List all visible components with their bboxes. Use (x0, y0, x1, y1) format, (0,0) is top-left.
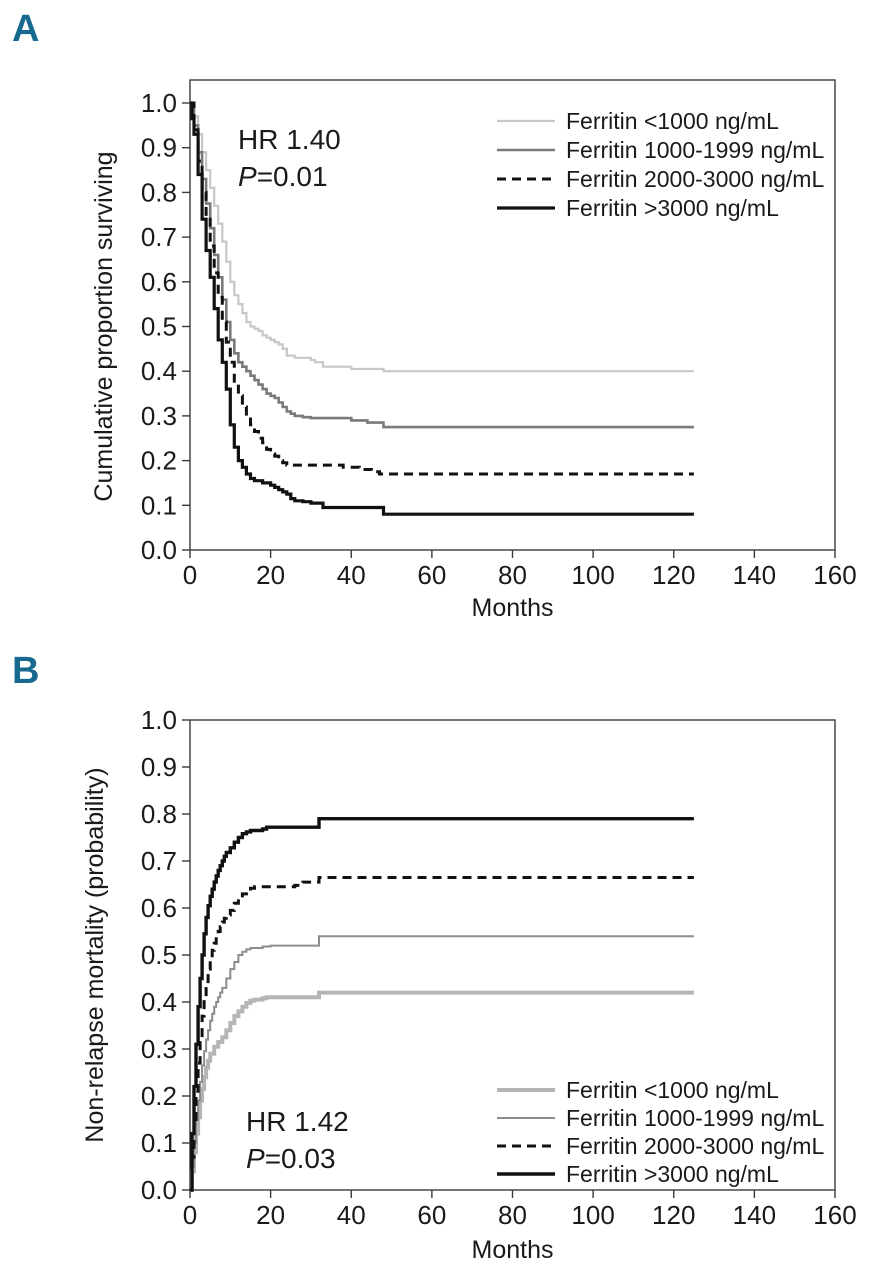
x-tick-label: 80 (498, 560, 527, 590)
y-tick-label: 0.8 (141, 177, 177, 207)
y-tick-label: 0.4 (141, 356, 177, 386)
x-tick-label: 0 (183, 560, 197, 590)
x-tick-label: 160 (813, 1200, 856, 1230)
y-axis-label: Non-relapse mortality (probability) (81, 767, 109, 1142)
x-tick-label: 120 (652, 1200, 695, 1230)
y-tick-label: 0.3 (141, 1034, 177, 1064)
y-tick-label: 0.9 (141, 752, 177, 782)
legend-label-ferritin-gt-3000: Ferritin >3000 ng/mL (566, 1161, 779, 1187)
y-tick-label: 0.7 (141, 222, 177, 252)
y-tick-label: 0.8 (141, 799, 177, 829)
survival-curve-ferritin-gt-3000 (190, 817, 694, 1192)
legend-label-ferritin-2000-3000: Ferritin 2000-3000 ng/mL (566, 166, 824, 192)
y-tick-label: 0.1 (141, 490, 177, 520)
x-tick-label: 40 (337, 560, 366, 590)
x-tick-label: 20 (256, 1200, 285, 1230)
y-tick-label: 1.0 (141, 88, 177, 118)
survival-curve-ferritin-lt-1000 (190, 101, 694, 373)
x-tick-label: 100 (571, 560, 614, 590)
y-tick-label: 0.1 (141, 1128, 177, 1158)
legend-label-ferritin-lt-1000: Ferritin <1000 ng/mL (566, 108, 779, 134)
x-tick-label: 100 (571, 1200, 614, 1230)
y-tick-label: 0.6 (141, 893, 177, 923)
legend-label-ferritin-1000-1999: Ferritin 1000-1999 ng/mL (566, 1105, 824, 1131)
y-tick-label: 0.2 (141, 446, 177, 476)
x-axis-label: Months (472, 1236, 554, 1264)
survival-curve-ferritin-1000-1999 (190, 935, 694, 1191)
p-value-annotation: P=0.01 (238, 161, 328, 192)
y-tick-label: 0.3 (141, 401, 177, 431)
legend-label-ferritin-2000-3000: Ferritin 2000-3000 ng/mL (566, 1133, 824, 1159)
y-tick-label: 0.9 (141, 133, 177, 163)
y-tick-label: 0.6 (141, 267, 177, 297)
panel-b-label: B (12, 650, 40, 692)
y-tick-label: 0.5 (141, 940, 177, 970)
x-tick-label: 120 (652, 560, 695, 590)
legend-label-ferritin-1000-1999: Ferritin 1000-1999 ng/mL (566, 137, 824, 163)
y-tick-label: 0.4 (141, 987, 177, 1017)
x-tick-label: 0 (183, 1200, 197, 1230)
x-tick-label: 140 (733, 1200, 776, 1230)
x-tick-label: 40 (337, 1200, 366, 1230)
x-tick-label: 60 (417, 560, 446, 590)
survival-curve-ferritin-1000-1999 (190, 101, 694, 429)
survival-curve-ferritin-2000-3000 (190, 101, 694, 476)
legend-label-ferritin-gt-3000: Ferritin >3000 ng/mL (566, 195, 779, 221)
y-tick-label: 0.7 (141, 846, 177, 876)
x-tick-label: 160 (813, 560, 856, 590)
x-tick-label: 20 (256, 560, 285, 590)
hr-annotation: HR 1.42 (246, 1106, 349, 1137)
y-axis-label: Cumulative proportion surviving (90, 151, 118, 501)
p-value-annotation: P=0.03 (246, 1143, 336, 1174)
y-tick-label: 0.5 (141, 312, 177, 342)
y-tick-label: 0.2 (141, 1081, 177, 1111)
hr-annotation: HR 1.40 (238, 124, 341, 155)
y-tick-label: 0.0 (141, 1175, 177, 1205)
y-tick-label: 1.0 (141, 705, 177, 735)
survival-curve-ferritin-gt-3000 (190, 101, 694, 516)
x-tick-label: 80 (498, 1200, 527, 1230)
x-tick-label: 60 (417, 1200, 446, 1230)
x-axis-label: Months (472, 594, 554, 622)
panel-a-label: A (12, 8, 40, 50)
y-tick-label: 0.0 (141, 535, 177, 565)
legend-label-ferritin-lt-1000: Ferritin <1000 ng/mL (566, 1077, 779, 1103)
survival-curve-ferritin-2000-3000 (190, 876, 694, 1192)
x-tick-label: 140 (733, 560, 776, 590)
